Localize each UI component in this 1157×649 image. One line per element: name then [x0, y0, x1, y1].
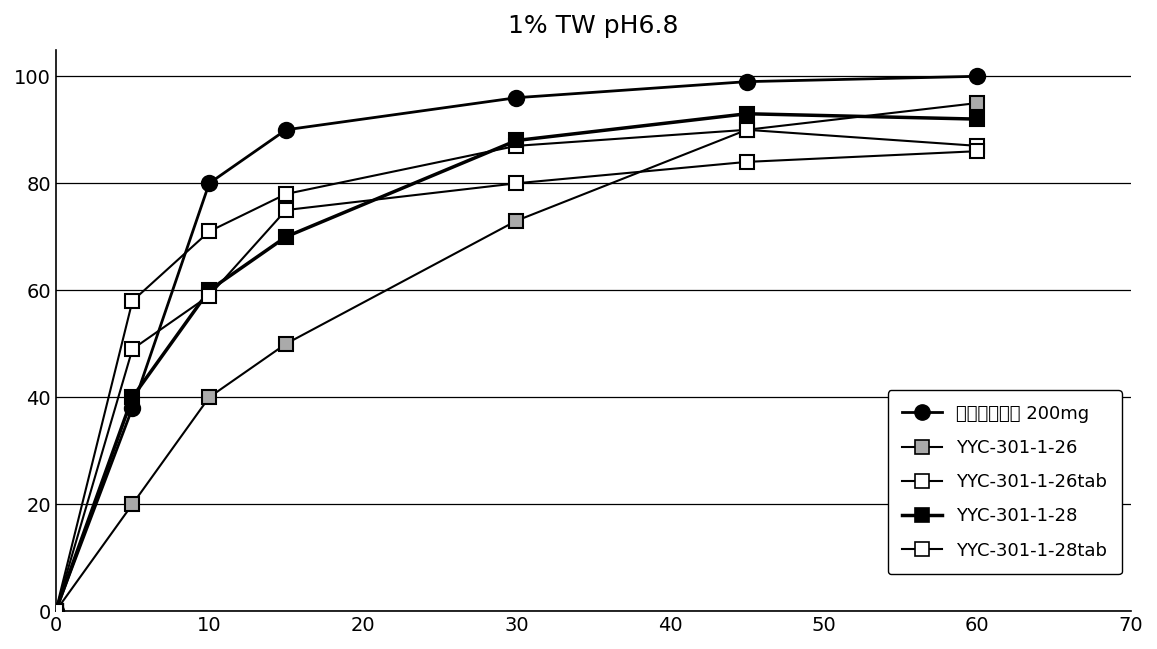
塞来昔布胶囊 200mg	[279, 126, 293, 134]
YYC-301-1-28	[739, 110, 753, 117]
YYC-301-1-28tab	[509, 179, 523, 187]
Legend: 塞来昔布胶囊 200mg, YYC-301-1-26, YYC-301-1-26tab, YYC-301-1-28, YYC-301-1-28tab: 塞来昔布胶囊 200mg, YYC-301-1-26, YYC-301-1-26…	[887, 390, 1122, 574]
YYC-301-1-26tab	[279, 190, 293, 198]
塞来昔布胶囊 200mg	[49, 607, 62, 615]
Title: 1% TW pH6.8: 1% TW pH6.8	[508, 14, 678, 38]
YYC-301-1-28tab	[125, 345, 139, 353]
塞来昔布胶囊 200mg	[125, 404, 139, 412]
YYC-301-1-28tab	[971, 147, 985, 155]
YYC-301-1-28tab	[279, 206, 293, 214]
YYC-301-1-26	[49, 607, 62, 615]
YYC-301-1-26tab	[202, 228, 216, 236]
YYC-301-1-26	[125, 500, 139, 508]
YYC-301-1-28	[49, 607, 62, 615]
Line: YYC-301-1-28: YYC-301-1-28	[49, 107, 985, 618]
YYC-301-1-26tab	[509, 142, 523, 150]
YYC-301-1-28tab	[739, 158, 753, 165]
YYC-301-1-26	[509, 217, 523, 225]
YYC-301-1-26tab	[49, 607, 62, 615]
YYC-301-1-28	[125, 393, 139, 401]
塞来昔布胶囊 200mg	[971, 73, 985, 80]
YYC-301-1-26	[739, 126, 753, 134]
Line: 塞来昔布胶囊 200mg: 塞来昔布胶囊 200mg	[47, 69, 985, 619]
YYC-301-1-26	[202, 393, 216, 401]
YYC-301-1-26	[279, 340, 293, 348]
塞来昔布胶囊 200mg	[509, 94, 523, 102]
YYC-301-1-26tab	[971, 142, 985, 150]
塞来昔布胶囊 200mg	[739, 78, 753, 86]
Line: YYC-301-1-26tab: YYC-301-1-26tab	[49, 123, 985, 618]
Line: YYC-301-1-26: YYC-301-1-26	[49, 96, 985, 618]
YYC-301-1-26	[971, 99, 985, 107]
YYC-301-1-28	[279, 233, 293, 241]
YYC-301-1-28tab	[202, 292, 216, 300]
Line: YYC-301-1-28tab: YYC-301-1-28tab	[49, 144, 985, 618]
YYC-301-1-28	[202, 286, 216, 294]
YYC-301-1-28	[971, 116, 985, 123]
YYC-301-1-28tab	[49, 607, 62, 615]
YYC-301-1-26tab	[739, 126, 753, 134]
塞来昔布胶囊 200mg	[202, 179, 216, 187]
YYC-301-1-26tab	[125, 297, 139, 305]
YYC-301-1-28	[509, 136, 523, 144]
